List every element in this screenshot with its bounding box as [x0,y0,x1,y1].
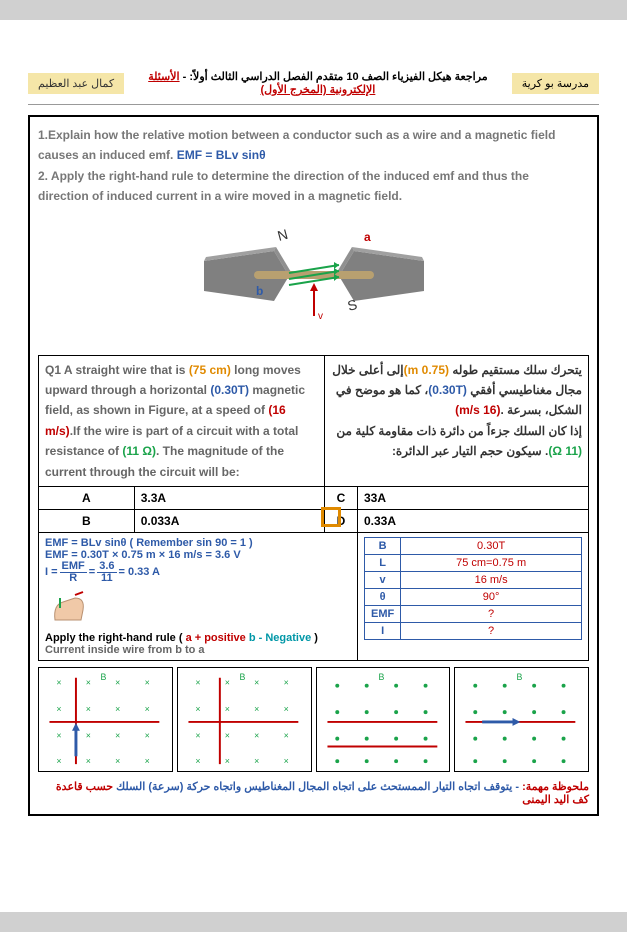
diagram-1: × × × × × × × × × × × × × × × × B [38,667,173,772]
params-table: B0.30T L75 cm=0.75 m v16 m/s θ90° EMF? I… [364,537,582,640]
diagram-3: B [316,667,451,772]
q1-arabic: يتحرك سلك مستقيم طوله (0.75 m)إلى أعلى خ… [324,355,588,486]
svg-text:B: B [378,672,384,682]
svg-text:×: × [86,678,91,688]
opt-b-letter: B [39,509,135,532]
q1-english: Q1 A straight wire that is (75 cm) long … [39,355,325,486]
divider [28,104,599,105]
svg-text:×: × [254,704,259,714]
svg-text:×: × [86,731,91,741]
diagram-2: × × × × × × × × × × × × × × × × B [177,667,312,772]
solution-text: EMF = BLv sinθ ( Remember sin 90 = 1 ) E… [39,532,358,660]
teacher-box: كمال عبد العظيم [28,73,124,94]
svg-text:×: × [283,704,288,714]
svg-text:×: × [225,678,230,688]
svg-text:×: × [115,678,120,688]
opt-a: 3.3A [134,486,324,509]
school-box: مدرسة بو كرية [512,73,599,94]
diagram-4: B [454,667,589,772]
svg-text:×: × [283,756,288,766]
svg-text:×: × [145,756,150,766]
svg-text:×: × [145,731,150,741]
note-text: ملحوظة مهمة: - يتوقف اتجاه التيار الممست… [38,780,589,806]
svg-text:B: B [239,672,245,682]
intro-text: 1.Explain how the relative motion betwee… [38,125,589,207]
svg-text:×: × [86,704,91,714]
svg-text:×: × [145,704,150,714]
svg-text:N: N [275,225,289,243]
svg-text:×: × [195,678,200,688]
svg-text:×: × [86,756,91,766]
svg-text:×: × [254,678,259,688]
params-table-cell: B0.30T L75 cm=0.75 m v16 m/s θ90° EMF? I… [357,532,588,660]
question-table: Q1 A straight wire that is (75 cm) long … [38,355,589,661]
svg-text:×: × [283,678,288,688]
svg-text:a: a [364,230,371,244]
svg-text:×: × [195,731,200,741]
svg-text:×: × [115,731,120,741]
svg-text:×: × [195,756,200,766]
opt-a-letter: A [39,486,135,509]
field-diagrams: × × × × × × × × × × × × × × × × B × × × × × × × × [38,667,589,772]
svg-text:×: × [56,731,61,741]
svg-text:×: × [115,756,120,766]
wire-magnet-figure: v a b N S [38,221,589,341]
svg-text:×: × [56,704,61,714]
svg-text:×: × [56,756,61,766]
opt-b: 0.033A [134,509,324,532]
opt-d: 0.33A [357,509,588,532]
svg-text:×: × [115,704,120,714]
svg-text:B: B [100,672,106,682]
opt-c: 33A [357,486,588,509]
svg-text:×: × [225,731,230,741]
svg-text:×: × [254,731,259,741]
svg-text:v: v [318,311,323,322]
svg-text:B: B [517,672,523,682]
svg-text:×: × [225,704,230,714]
svg-text:b: b [256,284,263,298]
svg-text:×: × [145,678,150,688]
svg-text:×: × [225,756,230,766]
svg-text:×: × [56,678,61,688]
hand-icon [45,590,95,630]
svg-text:×: × [283,731,288,741]
header-title: مراجعة هيكل الفيزياء الصف 10 متقدم الفصل… [124,70,512,96]
answer-highlight [321,507,341,527]
opt-d-letter: D [324,509,357,532]
svg-text:×: × [195,704,200,714]
svg-text:×: × [254,756,259,766]
